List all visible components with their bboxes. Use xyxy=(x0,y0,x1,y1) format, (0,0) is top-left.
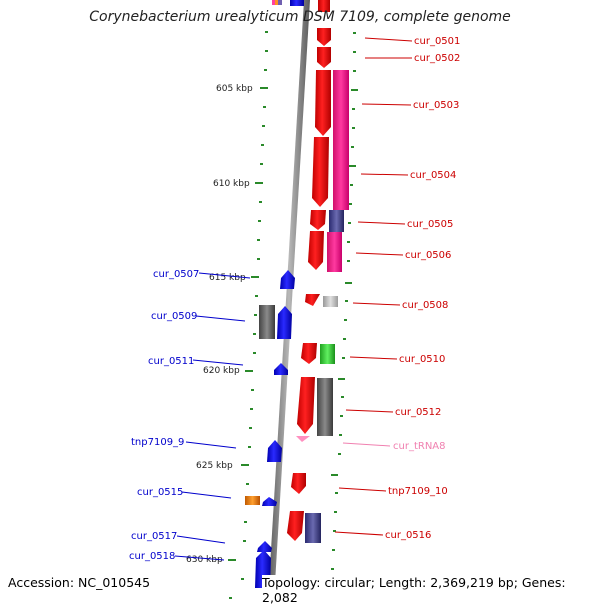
label-cur_0505[interactable]: cur_0505 xyxy=(407,219,453,230)
feature-cur_0505-purple xyxy=(329,210,344,232)
gene-cur_0515[interactable] xyxy=(262,497,277,506)
feature-cur_0506-pink xyxy=(327,232,342,272)
ruler-label-630: 630 kbp xyxy=(186,555,223,565)
ruler-label-610: 610 kbp xyxy=(213,179,250,189)
feature-cur_0512-gray xyxy=(317,378,333,436)
label-cur_0516[interactable]: cur_0516 xyxy=(385,530,431,541)
feature-cur_0508-gray xyxy=(323,296,338,307)
feature-top-blue xyxy=(290,0,304,6)
feature-top-pink xyxy=(272,0,275,5)
genome-backbone xyxy=(268,0,310,600)
ruler-label-605: 605 kbp xyxy=(216,84,253,94)
label-cur_0512[interactable]: cur_0512 xyxy=(395,407,441,418)
ruler-label-615: 615 kbp xyxy=(209,273,246,283)
accession-text: Accession: NC_010545 xyxy=(8,575,151,590)
feature-cur_0503-pink xyxy=(333,70,349,210)
gene-cur_0505[interactable] xyxy=(310,210,326,230)
label-cur_0508[interactable]: cur_0508 xyxy=(402,300,448,311)
label-cur_0509[interactable]: cur_0509 xyxy=(151,311,197,322)
feature-cur_0516-purple xyxy=(305,513,321,543)
gene-tnp7109_9[interactable] xyxy=(267,440,282,462)
label-cur_tRNA8[interactable]: cur_tRNA8 xyxy=(393,441,446,452)
label-cur_0502[interactable]: cur_0502 xyxy=(414,53,460,64)
ruler-label-620: 620 kbp xyxy=(203,366,240,376)
gene-cur_0510[interactable] xyxy=(301,343,317,364)
label-cur_0507[interactable]: cur_0507 xyxy=(153,269,199,280)
ruler-label-625: 625 kbp xyxy=(196,461,233,471)
genome-summary-text: Topology: circular; Length: 2,369,219 bp… xyxy=(262,575,600,605)
feature-cur_0515-orange xyxy=(245,496,260,505)
gene-cur_0517[interactable] xyxy=(257,541,272,552)
reverse-label-leaders xyxy=(174,272,251,561)
label-cur_0518[interactable]: cur_0518 xyxy=(129,551,175,562)
label-tnp7109_9[interactable]: tnp7109_9 xyxy=(131,437,184,448)
gene-cur_0502[interactable] xyxy=(317,47,331,68)
map-title: Corynebacterium urealyticum DSM 7109, co… xyxy=(89,9,511,25)
gene-cur_0511[interactable] xyxy=(274,363,288,375)
gene-cur_0506[interactable] xyxy=(308,231,324,270)
label-cur_0515[interactable]: cur_0515 xyxy=(137,487,183,498)
gene-cur_0507[interactable] xyxy=(280,270,295,289)
feature-cur_0509-gray xyxy=(259,305,275,339)
gene-cur_0503[interactable] xyxy=(315,70,331,136)
label-cur_0501[interactable]: cur_0501 xyxy=(414,36,460,47)
gene-cur_0512[interactable] xyxy=(297,377,315,434)
feature-top-purple xyxy=(278,0,282,5)
label-cur_0517[interactable]: cur_0517 xyxy=(131,531,177,542)
gene-cur_tRNA8[interactable] xyxy=(296,436,310,442)
ruler-outer xyxy=(331,32,358,570)
trna-label-leader xyxy=(342,442,391,447)
gene-cur_0508[interactable] xyxy=(305,294,320,306)
label-tnp7109_10[interactable]: tnp7109_10 xyxy=(388,486,448,497)
forward-label-leaders xyxy=(334,37,413,536)
gene-cur_0504[interactable] xyxy=(312,137,329,207)
gene-cur_0516[interactable] xyxy=(287,511,304,541)
label-cur_0506[interactable]: cur_0506 xyxy=(405,250,451,261)
feature-top-orange xyxy=(275,0,278,5)
label-cur_0511[interactable]: cur_0511 xyxy=(148,356,194,367)
label-cur_0504[interactable]: cur_0504 xyxy=(410,170,456,181)
label-cur_0503[interactable]: cur_0503 xyxy=(413,100,459,111)
label-cur_0510[interactable]: cur_0510 xyxy=(399,354,445,365)
gene-tnp7109_10[interactable] xyxy=(291,473,306,494)
feature-top-red xyxy=(318,0,330,12)
gene-cur_0509[interactable] xyxy=(277,306,292,339)
gene-cur_0501[interactable] xyxy=(317,28,331,46)
feature-cur_0510-green xyxy=(320,344,335,364)
